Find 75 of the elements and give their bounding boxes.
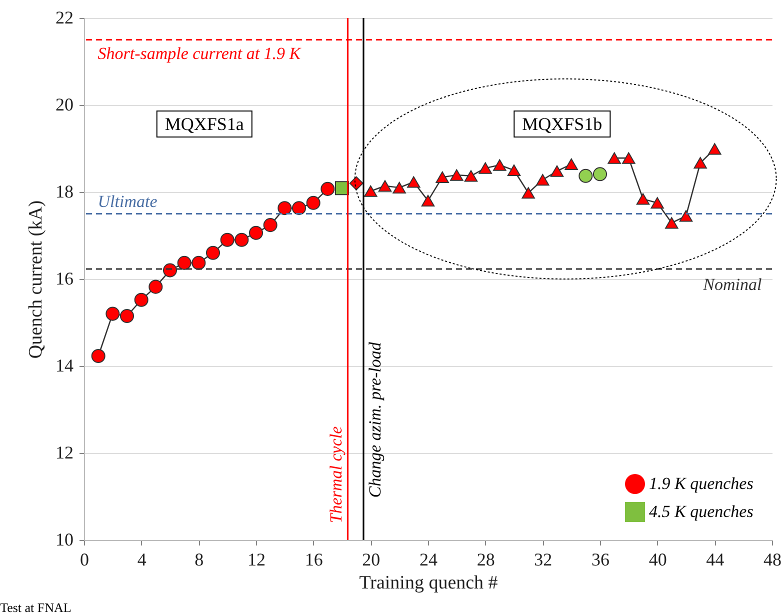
point [622,152,636,164]
point [134,292,148,307]
point [349,176,364,190]
point [650,197,664,209]
legend-label: 4.5 K quenches [649,502,754,521]
annotation: MQXFS1b [522,114,602,134]
x-axis-title: Training quench # [359,572,498,594]
x-tick-label: 16 [304,550,323,570]
point [120,308,134,323]
point [522,187,535,199]
ref-line-label: Thermal cycle [326,426,346,524]
y-tick-label: 18 [56,182,74,202]
text: Test at FNAL [0,600,72,613]
point [263,218,278,232]
x-tick-label: 20 [362,550,380,570]
y-tick-label: 20 [56,94,74,114]
y-tick-label: 10 [56,530,74,550]
point [392,182,406,194]
y-tick-label: 22 [56,8,74,28]
point [91,348,106,363]
point [665,217,678,229]
point [278,201,292,216]
x-tick-label: 12 [248,550,266,570]
x-tick-label: 40 [648,550,667,570]
y-tick-label: 16 [56,268,74,288]
ref-line-label: Short-sample current at 1.9 K [98,44,302,63]
point [234,232,249,247]
point [507,164,521,176]
ref-line-label: Change azim. pre-load [366,342,384,498]
point [536,174,550,186]
point [592,167,608,182]
y-tick-label: 12 [56,442,74,462]
point [220,232,234,247]
point [608,152,621,164]
y-tick-label: 14 [56,356,74,376]
x-tick-label: 24 [420,550,438,570]
point [320,182,335,196]
point [206,246,220,260]
ref-line-label: Nominal [702,274,762,294]
x-tick-label: 48 [764,550,782,570]
point [450,169,464,181]
ref-line-label: Ultimate [98,192,158,211]
point [192,256,206,270]
point [550,165,564,177]
point [162,263,178,278]
x-tick-label: 28 [476,550,495,570]
point [421,194,435,207]
point [106,306,120,321]
point [148,280,163,294]
y-axis-title: Quench current (kA) [26,200,46,359]
point [578,168,593,183]
annotation: MQXFS1a [164,114,244,134]
point [306,196,320,210]
legend-label: 1.9 K quenches [649,474,754,493]
point [378,180,392,192]
point [636,193,650,205]
point [177,256,192,270]
x-tick-label: 44 [706,550,724,570]
point [364,185,378,197]
point [708,143,722,155]
point [407,176,420,188]
point [436,171,449,184]
x-tick-label: 0 [80,550,89,570]
point [464,170,478,182]
point [493,159,506,171]
x-tick-label: 36 [592,550,610,570]
x-tick-label: 8 [194,550,204,570]
point [694,157,707,169]
point [564,158,578,170]
x-tick-label: 32 [534,550,552,570]
x-tick-label: 4 [137,550,146,570]
point [679,210,693,222]
point [248,226,264,240]
point [292,201,306,216]
point [478,162,492,174]
